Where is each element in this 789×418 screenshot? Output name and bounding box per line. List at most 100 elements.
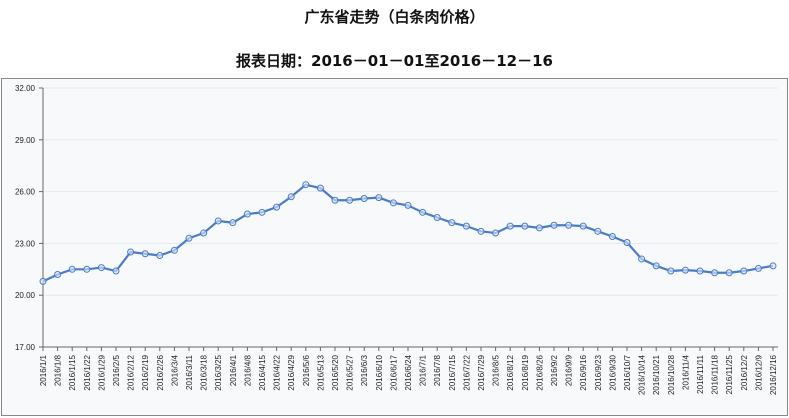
x-tick-label: 2016/9/2 bbox=[550, 354, 559, 386]
data-point bbox=[696, 267, 704, 275]
chart-frame bbox=[1, 78, 788, 416]
x-tick-label: 2016/6/24 bbox=[404, 354, 413, 390]
x-tick-label: 2016/3/18 bbox=[200, 354, 209, 390]
data-point bbox=[68, 265, 76, 273]
data-point bbox=[740, 267, 748, 275]
x-tick-label: 2016/9/9 bbox=[565, 354, 574, 386]
data-point bbox=[287, 193, 295, 201]
x-tick-label: 2016/4/15 bbox=[258, 354, 267, 390]
data-point bbox=[667, 267, 675, 275]
x-tick-label: 2016/2/5 bbox=[112, 354, 121, 386]
data-point bbox=[754, 264, 762, 272]
y-tick-label: 17.00 bbox=[15, 343, 36, 352]
data-point bbox=[331, 196, 339, 204]
chart-subtitle: 报表日期：2016－01－01至2016－12－16 bbox=[236, 52, 553, 70]
x-tick-label: 2016/10/28 bbox=[667, 354, 676, 395]
x-tick-label: 2016/5/20 bbox=[331, 354, 340, 390]
data-point bbox=[83, 265, 91, 273]
x-tick-label: 2016/11/4 bbox=[681, 354, 690, 390]
data-point bbox=[229, 219, 237, 227]
x-tick-label: 2016/3/25 bbox=[214, 354, 223, 390]
data-point bbox=[652, 262, 660, 270]
data-point bbox=[112, 267, 120, 275]
x-tick-label: 2016/1/29 bbox=[97, 354, 106, 390]
y-tick-label: 29.00 bbox=[15, 136, 36, 145]
x-tick-label: 2016/10/21 bbox=[652, 354, 661, 395]
y-tick-label: 20.00 bbox=[15, 291, 36, 300]
x-tick-label: 2016/8/5 bbox=[492, 354, 501, 386]
data-point bbox=[170, 246, 178, 254]
data-point bbox=[550, 221, 558, 229]
data-point bbox=[375, 194, 383, 202]
x-tick-label: 2016/3/4 bbox=[170, 354, 179, 386]
x-tick-label: 2016/10/14 bbox=[638, 354, 647, 395]
y-tick-label: 32.00 bbox=[15, 84, 36, 93]
x-tick-label: 2016/11/11 bbox=[696, 354, 705, 393]
x-tick-label: 2016/11/18 bbox=[711, 354, 720, 394]
data-point bbox=[404, 201, 412, 209]
x-tick-label: 2016/1/22 bbox=[83, 354, 92, 390]
x-tick-label: 2016/7/29 bbox=[477, 354, 486, 390]
data-point bbox=[127, 248, 135, 256]
y-tick-label: 23.00 bbox=[15, 239, 36, 248]
x-tick-label: 2016/12/9 bbox=[754, 354, 763, 390]
data-point bbox=[681, 266, 689, 274]
chart-title: 广东省走势（白条肉价格） bbox=[304, 8, 485, 26]
x-tick-label: 2016/3/11 bbox=[185, 354, 194, 390]
data-point bbox=[579, 222, 587, 230]
data-point bbox=[243, 210, 251, 218]
x-tick-label: 2016/4/1 bbox=[229, 354, 238, 386]
x-tick-label: 2016/5/27 bbox=[346, 354, 355, 390]
data-point bbox=[258, 208, 266, 216]
x-tick-label: 2016/11/25 bbox=[725, 354, 734, 394]
x-tick-label: 2016/9/30 bbox=[608, 354, 617, 390]
y-tick-label: 26.00 bbox=[15, 188, 36, 197]
x-tick-label: 2016/4/22 bbox=[273, 354, 282, 390]
x-tick-label: 2016/6/3 bbox=[360, 354, 369, 386]
x-tick-label: 2016/12/16 bbox=[769, 354, 778, 395]
data-point bbox=[492, 229, 500, 237]
data-point bbox=[769, 262, 777, 270]
x-tick-label: 2016/6/17 bbox=[389, 354, 398, 390]
data-point bbox=[419, 208, 427, 216]
x-tick-label: 2016/10/7 bbox=[623, 354, 632, 390]
data-point bbox=[608, 232, 616, 240]
data-point bbox=[448, 219, 456, 227]
data-point bbox=[54, 270, 62, 278]
x-tick-label: 2016/7/1 bbox=[419, 354, 428, 386]
data-point bbox=[346, 196, 354, 204]
x-tick-label: 2016/2/12 bbox=[127, 354, 136, 390]
x-tick-label: 2016/12/2 bbox=[740, 354, 749, 390]
x-tick-label: 2016/7/8 bbox=[433, 354, 442, 386]
x-tick-label: 2016/6/10 bbox=[375, 354, 384, 390]
data-point bbox=[316, 184, 324, 192]
data-point bbox=[433, 214, 441, 221]
x-tick-label: 2016/8/19 bbox=[521, 354, 530, 390]
data-point bbox=[535, 224, 543, 232]
data-point bbox=[623, 239, 631, 247]
data-point bbox=[711, 269, 719, 277]
data-point bbox=[214, 217, 222, 225]
data-point bbox=[638, 255, 646, 263]
data-point bbox=[200, 229, 208, 237]
data-point bbox=[185, 234, 193, 242]
x-tick-label: 2016/8/12 bbox=[506, 354, 515, 390]
data-point bbox=[156, 251, 164, 259]
data-point bbox=[462, 222, 470, 230]
x-tick-label: 2016/7/15 bbox=[448, 354, 457, 390]
data-point bbox=[725, 269, 733, 277]
x-tick-label: 2016/5/13 bbox=[316, 354, 325, 390]
x-tick-label: 2016/5/6 bbox=[302, 354, 311, 386]
x-tick-label: 2016/2/26 bbox=[156, 354, 165, 390]
data-point bbox=[302, 181, 310, 189]
series-line bbox=[42, 183, 774, 283]
data-point bbox=[389, 199, 397, 207]
x-tick-label: 2016/4/29 bbox=[287, 354, 296, 390]
x-tick-label: 2016/4/8 bbox=[243, 354, 252, 386]
x-tick-label: 2016/9/23 bbox=[594, 354, 603, 390]
data-point bbox=[360, 195, 368, 203]
data-point bbox=[141, 250, 149, 258]
data-point bbox=[521, 222, 529, 230]
x-tick-label: 2016/8/26 bbox=[535, 354, 544, 390]
